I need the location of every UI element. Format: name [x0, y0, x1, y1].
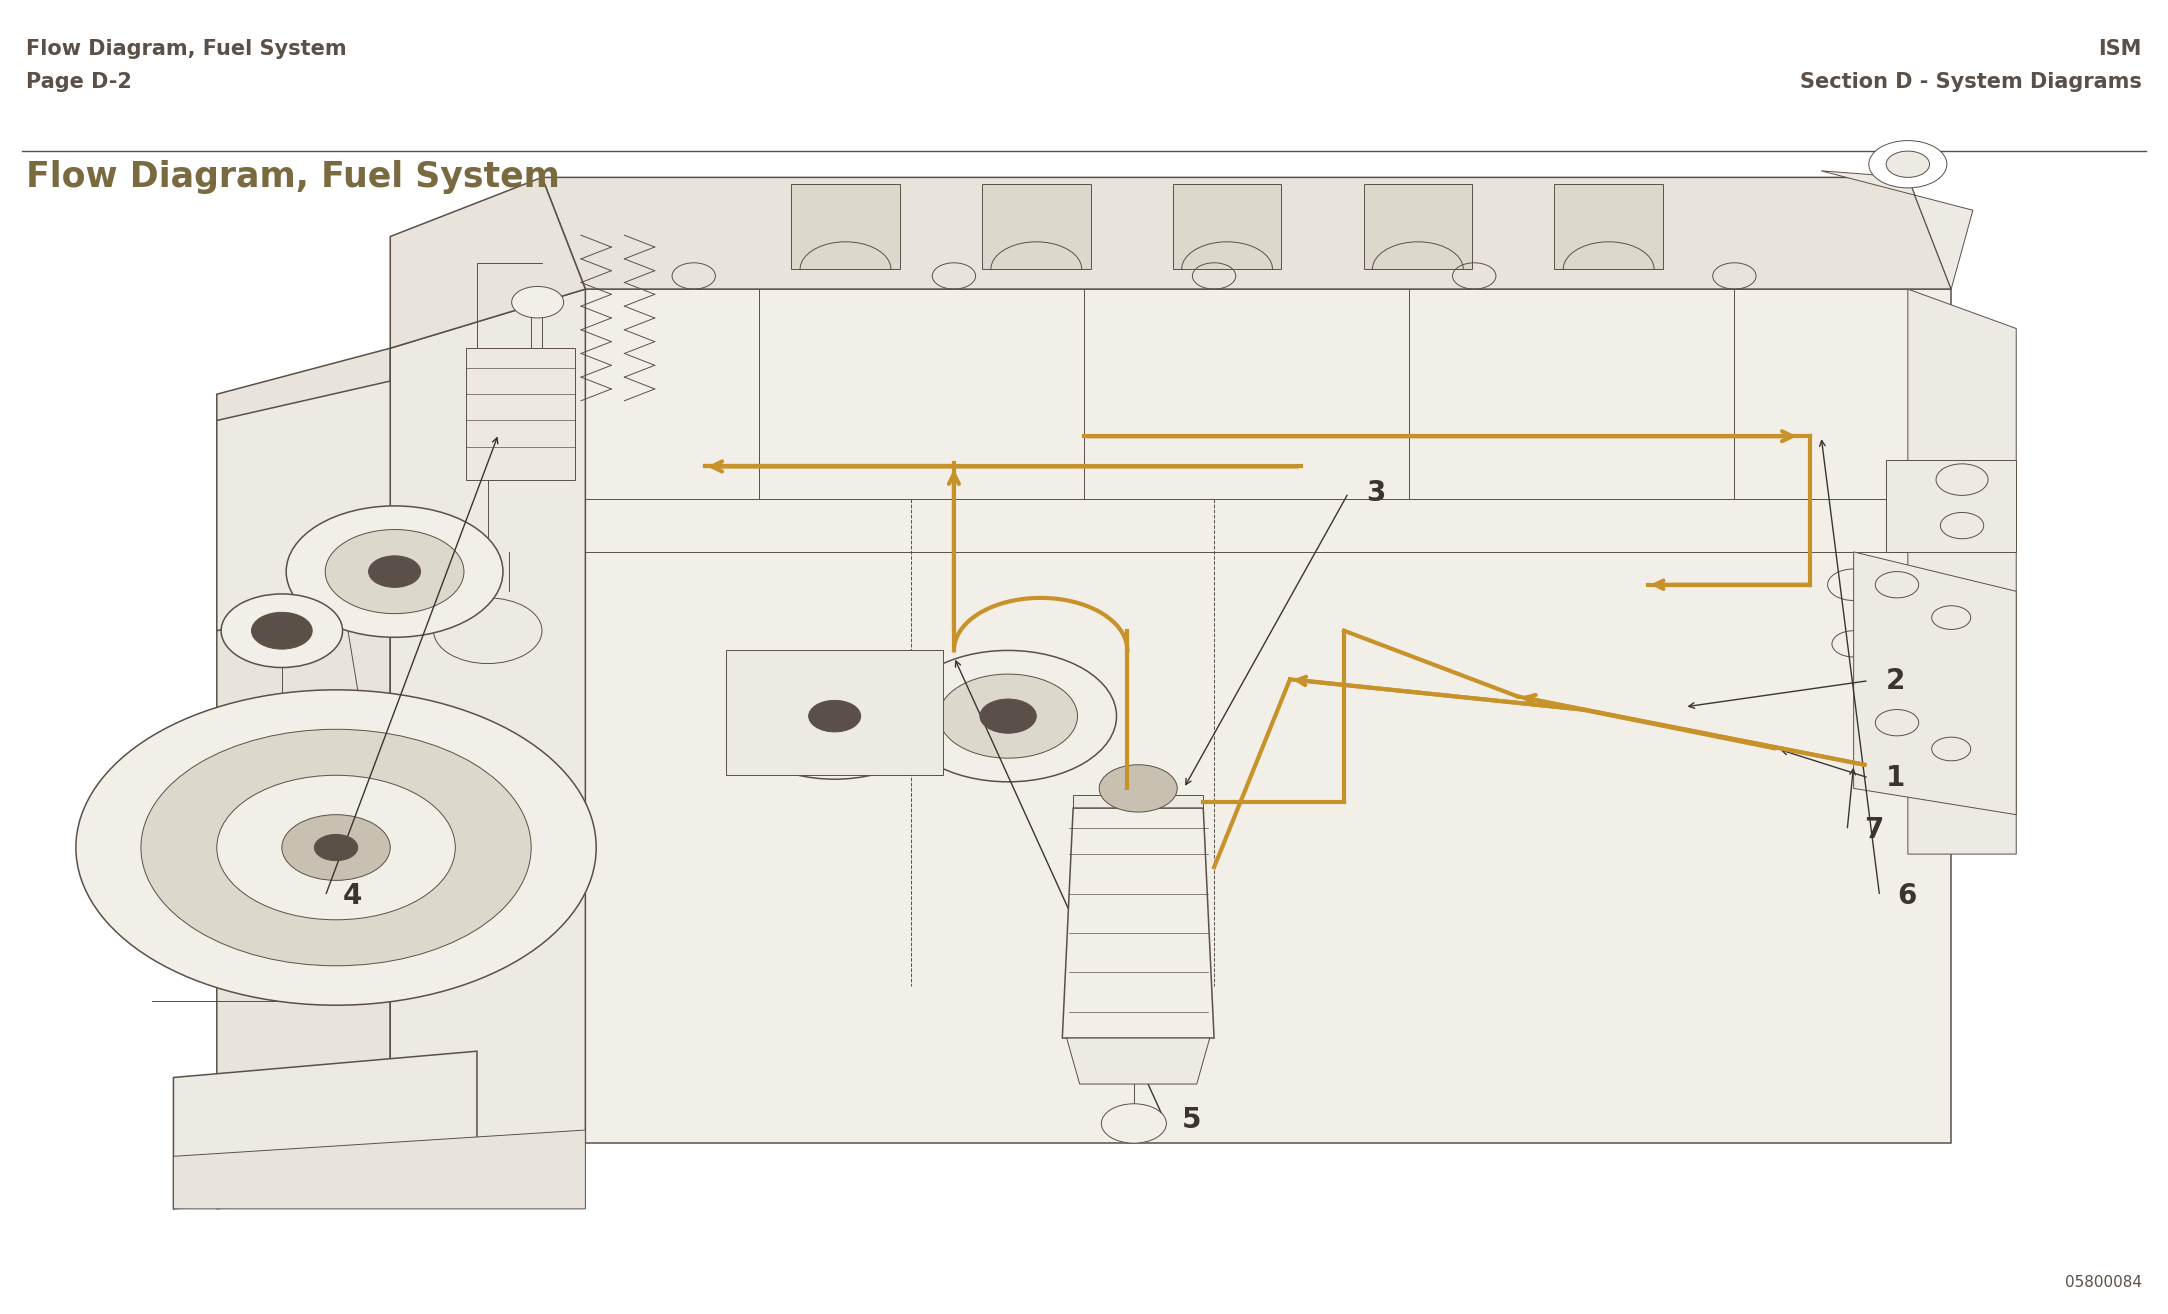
Circle shape: [217, 775, 455, 920]
Polygon shape: [1073, 795, 1203, 808]
Circle shape: [314, 834, 358, 861]
Text: 3: 3: [1366, 478, 1385, 507]
Text: Section D - System Diagrams: Section D - System Diagrams: [1799, 72, 2142, 92]
Text: 5: 5: [1182, 1105, 1201, 1134]
Polygon shape: [1886, 460, 2016, 552]
Circle shape: [1099, 765, 1177, 812]
Circle shape: [512, 286, 564, 318]
Circle shape: [325, 530, 464, 614]
Polygon shape: [390, 289, 585, 1183]
Circle shape: [282, 815, 390, 880]
Circle shape: [141, 729, 531, 966]
Text: 4: 4: [343, 882, 362, 911]
Polygon shape: [1821, 171, 1973, 289]
Text: 2: 2: [1886, 666, 1906, 695]
Polygon shape: [1062, 808, 1214, 1038]
Circle shape: [1101, 1104, 1166, 1143]
Circle shape: [251, 612, 312, 649]
Circle shape: [1886, 151, 1930, 177]
Polygon shape: [173, 1130, 585, 1209]
Polygon shape: [791, 184, 900, 269]
Text: ISM: ISM: [2099, 39, 2142, 59]
Text: 6: 6: [1897, 882, 1917, 911]
Circle shape: [286, 506, 503, 637]
Circle shape: [221, 594, 343, 668]
Polygon shape: [726, 650, 943, 775]
Text: Page D-2: Page D-2: [26, 72, 132, 92]
Circle shape: [76, 690, 596, 1005]
Polygon shape: [1067, 1038, 1210, 1084]
Polygon shape: [982, 184, 1091, 269]
Polygon shape: [1173, 184, 1281, 269]
Polygon shape: [217, 348, 390, 1209]
Polygon shape: [1854, 552, 2016, 815]
Circle shape: [1869, 141, 1947, 188]
Circle shape: [900, 650, 1117, 782]
Polygon shape: [585, 289, 1951, 1143]
Text: Flow Diagram, Fuel System: Flow Diagram, Fuel System: [26, 160, 559, 194]
Circle shape: [731, 653, 939, 779]
Text: Flow Diagram, Fuel System: Flow Diagram, Fuel System: [26, 39, 347, 59]
Circle shape: [939, 674, 1077, 758]
Circle shape: [369, 556, 421, 587]
Polygon shape: [1364, 184, 1472, 269]
Circle shape: [980, 699, 1036, 733]
Polygon shape: [466, 348, 575, 480]
Text: 1: 1: [1886, 763, 1906, 792]
Text: 05800084: 05800084: [2064, 1276, 2142, 1290]
Polygon shape: [173, 1051, 477, 1209]
Circle shape: [809, 700, 861, 732]
Polygon shape: [390, 177, 585, 348]
Polygon shape: [1554, 184, 1663, 269]
Polygon shape: [217, 381, 390, 631]
Text: 7: 7: [1864, 816, 1884, 845]
Circle shape: [770, 677, 900, 756]
Polygon shape: [542, 177, 1951, 289]
Polygon shape: [1908, 289, 2016, 854]
